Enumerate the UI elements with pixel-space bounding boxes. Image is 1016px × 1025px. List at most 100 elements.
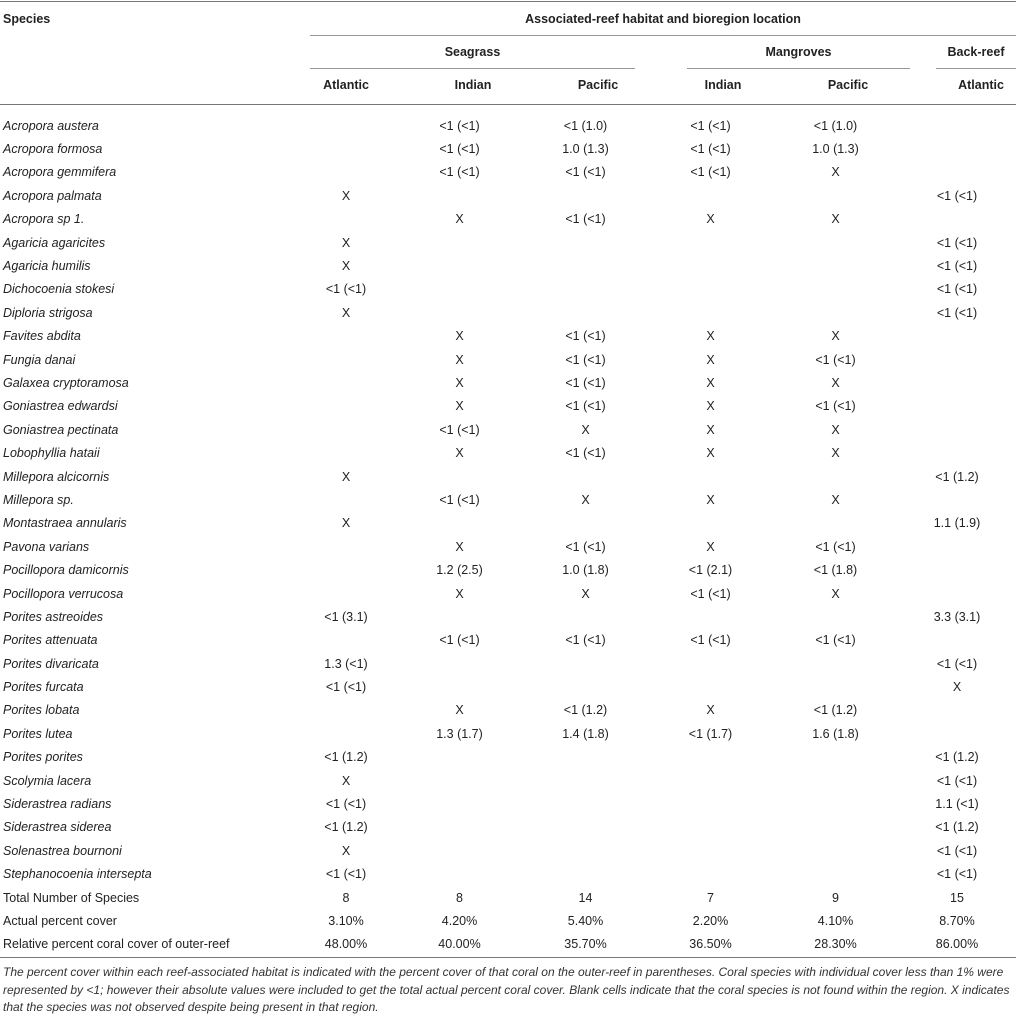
value-cell: 1.0 (1.3) <box>812 142 859 157</box>
species-name-cell: Stephanocoenia intersepta <box>3 867 152 882</box>
value-cell: X <box>831 492 840 507</box>
summary-label-cell: Total Number of Species <box>3 890 140 905</box>
value-cell <box>296 629 396 652</box>
value-cell: <1 (<1) <box>565 375 606 390</box>
region-header: Indian <box>704 78 742 92</box>
value-cell: 7 <box>707 890 714 905</box>
value-cell: 8 <box>456 890 463 905</box>
value-cell <box>523 231 648 254</box>
value-cell: <1 (1.2) <box>813 703 858 718</box>
value-cell: X <box>706 446 715 461</box>
value-cell <box>296 488 396 511</box>
value-cell <box>396 769 523 792</box>
value-cell: 4.20% <box>441 913 478 928</box>
species-name-cell: Porites astreoides <box>3 609 104 624</box>
coral-cover-table: Acropora austera <1 (<1) <1 (1.0) <1 (<1) <1… <box>0 114 1016 956</box>
value-cell: 3.10% <box>328 913 364 928</box>
value-cell: 3.3 (3.1) <box>933 609 981 624</box>
value-cell <box>898 114 1016 137</box>
species-row: Acropora austera <1 (<1) <1 (1.0) <1 (<1) <1… <box>0 114 1016 137</box>
value-cell <box>296 418 396 441</box>
species-name-cell: Porites furcata <box>3 680 84 695</box>
value-cell: <1 (<1) <box>439 633 480 648</box>
species-name-cell: Scolymia lacera <box>3 773 92 788</box>
value-cell: <1 (<1) <box>936 282 978 297</box>
value-cell <box>898 582 1016 605</box>
value-cell: X <box>706 375 715 390</box>
group-header: Associated-reef habitat and bioregion lo… <box>525 12 801 26</box>
region-header: Atlantic <box>323 78 369 92</box>
mangroves-underline <box>687 68 910 69</box>
value-cell: <1 (2.1) <box>688 563 733 578</box>
species-name-cell: Millepora sp. <box>3 492 74 507</box>
value-cell: <1 (1.8) <box>813 563 858 578</box>
species-row: Stephanocoenia intersepta <1 (<1) <1 (<1) <box>0 863 1016 886</box>
value-cell <box>523 675 648 698</box>
value-cell: <1 (<1) <box>565 399 606 414</box>
species-name-cell: Solenastrea bournoni <box>3 843 122 858</box>
value-cell: 1.4 (1.8) <box>562 726 609 741</box>
value-cell: <1 (<1) <box>439 422 480 437</box>
value-cell: 86.00% <box>935 937 979 952</box>
value-cell <box>898 441 1016 464</box>
value-cell <box>648 278 773 301</box>
top-rule <box>0 1 1016 2</box>
value-cell: 1.0 (1.3) <box>562 142 609 157</box>
value-cell: <1 (<1) <box>936 235 978 250</box>
value-cell <box>396 465 523 488</box>
value-cell <box>296 114 396 137</box>
value-cell: 14 <box>578 890 593 905</box>
species-name-cell: Montastraea annularis <box>3 516 127 531</box>
value-cell: X <box>706 352 715 367</box>
value-cell: <1 (<1) <box>690 633 731 648</box>
habitat-header-backreef: Back-reef <box>947 45 1005 59</box>
species-name-cell: Porites divaricata <box>3 656 99 671</box>
species-row: Agaricia agaricites X <1 (<1) <box>0 231 1016 254</box>
value-cell <box>648 512 773 535</box>
species-row: Acropora sp 1. X <1 (<1) X X <box>0 208 1016 231</box>
summary-row: Total Number of Species 8 8 14 7 9 15 <box>0 886 1016 909</box>
species-header: Species <box>3 12 51 26</box>
species-name-cell: Goniastrea edwardsi <box>3 399 118 414</box>
bottom-rule <box>0 957 1016 958</box>
value-cell: X <box>341 235 351 250</box>
value-cell: X <box>455 539 464 554</box>
species-row: Porites porites <1 (1.2) <1 (1.2) <box>0 746 1016 769</box>
species-row: Porites furcata <1 (<1) X <box>0 675 1016 698</box>
species-name-cell: Porites attenuata <box>3 633 98 648</box>
value-cell: X <box>706 329 715 344</box>
value-cell <box>773 839 898 862</box>
value-cell: X <box>455 446 464 461</box>
value-cell: <1 (<1) <box>936 259 978 274</box>
species-row: Porites attenuata <1 (<1) <1 (<1) <1 (<1) <1… <box>0 629 1016 652</box>
value-cell <box>296 699 396 722</box>
species-name-cell: Favites abdita <box>3 329 81 344</box>
value-cell <box>296 208 396 231</box>
value-cell <box>523 746 648 769</box>
value-cell <box>648 231 773 254</box>
value-cell <box>396 675 523 698</box>
value-cell: X <box>706 539 715 554</box>
value-cell <box>396 301 523 324</box>
value-cell <box>773 278 898 301</box>
value-cell: <1 (<1) <box>936 843 978 858</box>
value-cell <box>523 863 648 886</box>
value-cell: <1 (<1) <box>690 118 731 133</box>
value-cell: 1.1 (<1) <box>935 797 979 812</box>
group-header-underline <box>310 35 1016 36</box>
species-name-cell: Pocillopora verrucosa <box>3 586 124 601</box>
species-row: Siderastrea radians <1 (<1) 1.1 (<1) <box>0 792 1016 815</box>
value-cell: X <box>455 212 464 227</box>
species-row: Scolymia lacera X <1 (<1) <box>0 769 1016 792</box>
value-cell: <1 (<1) <box>439 492 480 507</box>
value-cell: <1 (1.7) <box>688 726 733 741</box>
value-cell <box>396 816 523 839</box>
species-name-cell: Siderastrea siderea <box>3 820 112 835</box>
value-cell <box>898 535 1016 558</box>
species-row: Pocillopora damicornis 1.2 (2.5) 1.0 (1.8)… <box>0 558 1016 581</box>
value-cell: 1.2 (2.5) <box>436 563 483 578</box>
value-cell: X <box>341 188 351 203</box>
species-row: Acropora formosa <1 (<1) 1.0 (1.3) <1 (<1) 1… <box>0 137 1016 160</box>
value-cell <box>648 746 773 769</box>
value-cell: <1 (1.2) <box>935 820 979 835</box>
